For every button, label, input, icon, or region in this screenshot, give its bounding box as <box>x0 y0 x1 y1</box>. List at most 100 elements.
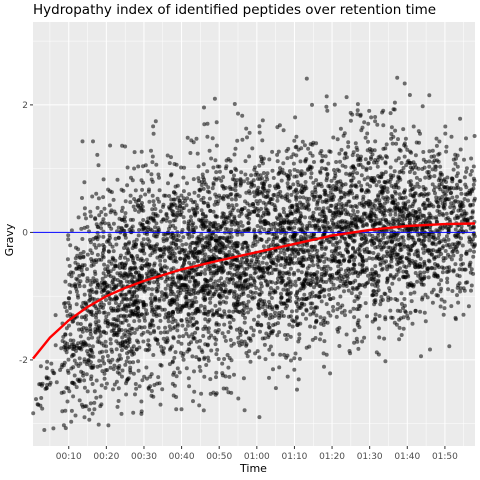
data-point <box>238 177 243 182</box>
data-point <box>142 315 147 320</box>
data-point <box>71 381 76 385</box>
data-point <box>192 190 197 195</box>
data-point <box>316 182 321 187</box>
data-point <box>338 239 342 244</box>
data-point <box>260 336 265 341</box>
data-point <box>343 268 348 273</box>
data-point <box>288 185 293 190</box>
data-point <box>199 248 204 253</box>
data-point <box>218 235 223 240</box>
data-point <box>105 239 109 244</box>
data-point <box>126 340 131 345</box>
data-point <box>281 206 286 211</box>
data-point <box>285 156 290 161</box>
data-point <box>418 309 423 314</box>
data-point <box>364 237 369 242</box>
data-point <box>66 300 71 305</box>
data-point <box>227 320 232 325</box>
data-point <box>256 213 261 218</box>
data-point <box>111 287 116 292</box>
data-point <box>124 318 129 323</box>
data-point <box>158 318 163 323</box>
data-point <box>81 373 86 378</box>
data-point <box>242 304 247 309</box>
data-point <box>222 244 227 249</box>
data-point <box>381 108 386 113</box>
data-point <box>149 292 154 297</box>
data-point <box>242 179 246 184</box>
data-point <box>373 139 378 144</box>
data-point <box>203 271 207 276</box>
data-point <box>362 249 367 254</box>
data-point <box>146 225 151 230</box>
data-point <box>268 344 273 349</box>
data-point <box>206 326 211 331</box>
data-point <box>192 389 197 394</box>
data-point <box>129 278 134 283</box>
data-point <box>185 196 190 201</box>
data-point <box>309 171 314 176</box>
data-point <box>355 148 360 152</box>
data-point <box>179 407 184 412</box>
data-point <box>124 392 129 397</box>
data-point <box>184 277 189 282</box>
data-point <box>124 292 129 297</box>
data-point <box>374 183 379 188</box>
data-point <box>240 328 244 333</box>
data-point <box>172 197 177 202</box>
data-point <box>107 301 112 306</box>
data-point <box>223 283 228 288</box>
data-point <box>422 165 427 170</box>
data-point <box>417 209 422 214</box>
data-point <box>192 260 196 265</box>
data-point <box>243 172 248 177</box>
data-point <box>395 75 400 80</box>
data-point <box>240 232 245 237</box>
data-point <box>271 221 276 226</box>
data-point <box>223 287 228 292</box>
data-point <box>74 385 79 390</box>
data-point <box>319 246 324 251</box>
data-point <box>342 156 347 161</box>
data-point <box>369 115 374 120</box>
data-point <box>302 235 306 240</box>
data-point <box>469 288 473 293</box>
data-point <box>422 234 427 239</box>
data-point <box>120 374 124 379</box>
data-point <box>369 148 374 153</box>
data-point <box>295 387 299 392</box>
data-point <box>471 254 476 259</box>
data-point <box>231 291 236 296</box>
data-point <box>132 150 137 155</box>
data-point <box>354 287 359 292</box>
data-point <box>399 235 404 240</box>
data-point <box>396 137 400 142</box>
data-point <box>424 218 429 223</box>
data-point <box>216 328 221 332</box>
data-point <box>127 290 132 295</box>
data-point <box>104 298 108 302</box>
data-point <box>305 224 310 228</box>
data-point <box>308 312 313 317</box>
data-point <box>394 141 399 146</box>
data-point <box>389 136 394 141</box>
data-point <box>318 196 322 201</box>
data-point <box>384 219 389 224</box>
data-point <box>339 205 344 210</box>
data-point <box>136 368 141 373</box>
data-point <box>119 348 124 353</box>
data-point <box>283 258 288 263</box>
data-point <box>226 365 231 370</box>
data-point <box>347 271 352 276</box>
data-point <box>360 125 365 130</box>
data-point <box>242 408 247 413</box>
data-point <box>140 187 145 192</box>
data-point <box>96 225 101 230</box>
data-point <box>427 215 432 220</box>
data-point <box>289 155 294 160</box>
data-point <box>199 303 203 308</box>
data-point <box>159 276 164 281</box>
data-point <box>376 326 381 331</box>
data-point <box>141 258 146 263</box>
